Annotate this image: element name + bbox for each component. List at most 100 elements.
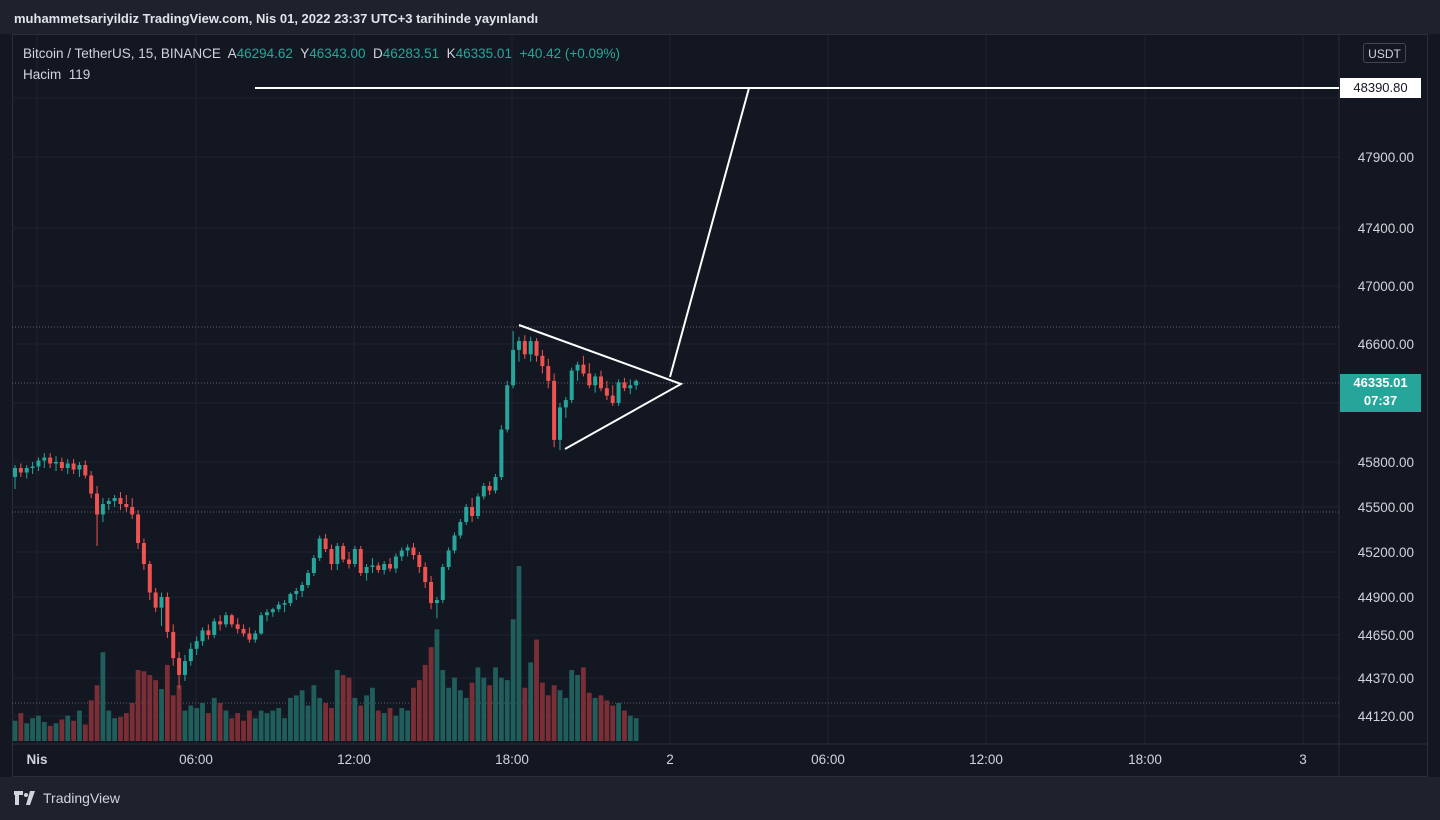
- price-tick-label: 47000.00: [1358, 279, 1414, 294]
- publish-info: muhammetsariyildiz TradingView.com, Nis …: [14, 11, 539, 26]
- volume-bar: [264, 713, 270, 741]
- candle-body: [218, 621, 223, 625]
- volume-bar: [581, 667, 586, 741]
- volume-bar: [176, 685, 182, 741]
- candle-body: [18, 468, 23, 473]
- volume-label[interactable]: Hacim: [23, 67, 62, 82]
- volume-bar: [622, 710, 627, 741]
- candle-body: [575, 364, 580, 371]
- symbol-legend: Bitcoin / TetherUS, 15, BINANCE A46294.6…: [23, 46, 620, 61]
- candle-body: [282, 603, 287, 605]
- tradingview-logo[interactable]: TradingView: [14, 790, 120, 806]
- candle-body: [329, 549, 334, 564]
- volume-bar: [411, 687, 416, 741]
- volume-bar: [293, 695, 299, 741]
- candle-body: [182, 661, 187, 675]
- volume-bar: [422, 664, 428, 741]
- volume-bar: [616, 702, 621, 741]
- volume-bar: [504, 680, 510, 741]
- volume-legend: Hacim 119: [23, 67, 90, 82]
- candle-body: [42, 457, 47, 461]
- volume-bar: [135, 669, 141, 741]
- volume-bar: [604, 700, 610, 741]
- candle-body: [376, 565, 381, 570]
- candle-body: [323, 538, 328, 549]
- volume-bar: [516, 566, 522, 741]
- volume-bar: [36, 715, 41, 741]
- volume-bar: [123, 713, 129, 741]
- candle-body: [112, 498, 117, 501]
- volume-bar: [12, 720, 18, 741]
- candle-body: [534, 341, 539, 356]
- candle-body: [141, 543, 146, 564]
- candle-body: [581, 364, 586, 374]
- candle-body: [200, 630, 205, 642]
- change-value: +40.42 (+0.09%): [519, 46, 621, 61]
- candle-body: [153, 592, 158, 608]
- candle-body: [505, 385, 510, 430]
- candle-body: [241, 628, 246, 634]
- candle-body: [388, 564, 393, 569]
- candle-body: [118, 498, 123, 504]
- currency-button[interactable]: USDT: [1363, 43, 1406, 63]
- volume-bar: [534, 639, 539, 741]
- candle-body: [36, 460, 41, 467]
- price-tick-label: 46600.00: [1358, 337, 1414, 352]
- volume-bar: [153, 680, 159, 741]
- volume-bar: [446, 687, 452, 741]
- candle-body: [616, 382, 621, 403]
- volume-bar: [469, 682, 475, 741]
- volume-bar: [59, 719, 65, 741]
- candle-body: [470, 507, 475, 516]
- candle-body: [235, 624, 240, 629]
- candle-body: [335, 546, 340, 564]
- candle-body: [540, 355, 545, 367]
- publish-header: muhammetsariyildiz TradingView.com, Nis …: [0, 0, 1440, 34]
- symbol-name[interactable]: Bitcoin / TetherUS, 15, BINANCE: [23, 46, 221, 61]
- current-price-badge: 46335.01 07:37: [1340, 374, 1421, 412]
- price-axis: 47900.00 47400.00 47000.00 46600.00 45800.00…: [1358, 150, 1414, 724]
- volume-bar: [82, 724, 88, 741]
- candle-body: [48, 457, 53, 464]
- candle-body: [223, 615, 228, 625]
- volume-bar: [598, 695, 604, 741]
- volume-bar: [112, 718, 118, 741]
- candle-body: [194, 641, 199, 649]
- volume-bar: [358, 705, 364, 741]
- volume-bar: [170, 695, 176, 741]
- brand-name: TradingView: [43, 790, 121, 806]
- candle-body: [569, 370, 574, 401]
- volume-bar: [375, 710, 381, 741]
- price-tick-label: 45800.00: [1358, 455, 1414, 470]
- time-tick-label: 2: [666, 752, 674, 767]
- price-tick-label: 47900.00: [1358, 150, 1414, 165]
- volume-bar: [452, 677, 457, 741]
- candle-body: [24, 468, 29, 473]
- volume-bar: [229, 718, 235, 741]
- candle-body: [423, 567, 428, 582]
- time-tick-label: 18:00: [1128, 752, 1162, 767]
- volume-bar: [528, 662, 534, 741]
- volume-bar: [41, 721, 47, 741]
- volume-bar: [100, 652, 106, 741]
- time-tick-label: 06:00: [179, 752, 213, 767]
- volume-bar: [270, 710, 276, 741]
- candle-body: [446, 550, 451, 567]
- volume-bar: [147, 675, 153, 741]
- candle-body: [411, 547, 416, 555]
- chart-frame[interactable]: [12, 34, 1428, 777]
- candle-body: [54, 462, 59, 464]
- level-price-label: 48390.80: [1340, 78, 1421, 98]
- volume-bar: [586, 692, 592, 741]
- candle-body: [59, 462, 64, 468]
- volume-bar: [405, 710, 411, 741]
- volume-bar: [434, 629, 440, 741]
- price-tick-label: 44120.00: [1358, 709, 1414, 724]
- volume-bar: [346, 677, 352, 741]
- volume-bar: [200, 702, 205, 741]
- volume-bar: [235, 713, 241, 741]
- volume-bar: [364, 695, 369, 741]
- volume-bar: [463, 697, 469, 741]
- candle-body: [171, 631, 176, 659]
